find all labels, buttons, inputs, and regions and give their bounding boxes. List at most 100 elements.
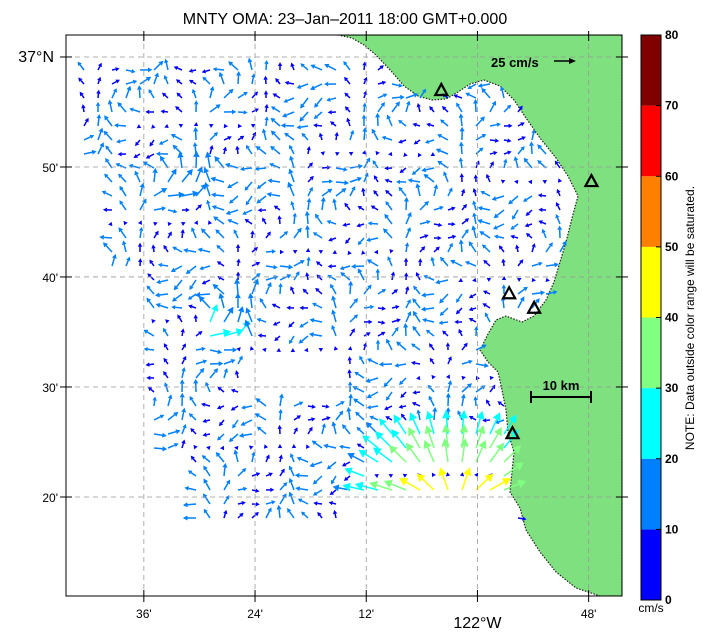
current-vector bbox=[391, 275, 394, 281]
current-arrowhead bbox=[326, 97, 331, 102]
current-vector bbox=[517, 148, 523, 155]
current-vector bbox=[272, 164, 281, 169]
current-vector bbox=[265, 234, 270, 239]
current-vector bbox=[307, 405, 313, 408]
current-arrowhead bbox=[451, 221, 456, 227]
current-vector bbox=[279, 458, 282, 463]
x-tick-label: 122°W bbox=[453, 615, 502, 632]
current-arrowhead bbox=[145, 154, 151, 159]
current-vector bbox=[430, 345, 435, 351]
current-arrowhead bbox=[357, 176, 363, 182]
y-tick-label: 30' bbox=[42, 381, 58, 395]
current-arrowhead bbox=[329, 490, 335, 496]
current-vector bbox=[223, 137, 229, 141]
current-arrowhead bbox=[266, 231, 271, 236]
current-vector bbox=[418, 106, 421, 113]
current-arrowhead bbox=[425, 329, 431, 334]
current-vector bbox=[539, 147, 547, 155]
current-vector bbox=[288, 511, 295, 519]
current-arrowhead bbox=[395, 101, 400, 107]
current-vector bbox=[125, 89, 130, 99]
current-arrowhead bbox=[450, 259, 456, 265]
current-arrowhead bbox=[271, 303, 277, 308]
current-arrowhead bbox=[342, 424, 347, 430]
station-triangle-icon bbox=[504, 424, 521, 440]
current-vector bbox=[371, 222, 379, 225]
current-arrowhead bbox=[191, 227, 196, 232]
current-arrowhead bbox=[272, 321, 278, 326]
current-vector bbox=[307, 190, 312, 197]
current-vector bbox=[106, 175, 113, 183]
current-arrowhead bbox=[178, 124, 184, 128]
current-arrowhead bbox=[407, 178, 413, 183]
current-arrowhead bbox=[320, 196, 326, 202]
current-arrowhead bbox=[296, 415, 302, 420]
current-arrowhead bbox=[463, 342, 468, 348]
current-vector bbox=[181, 411, 185, 421]
current-vector bbox=[433, 188, 437, 197]
current-arrowhead bbox=[498, 245, 504, 250]
current-arrowhead bbox=[176, 92, 181, 97]
current-vector bbox=[206, 385, 211, 393]
current-vector bbox=[191, 415, 197, 421]
current-arrowhead bbox=[312, 232, 318, 237]
current-vector bbox=[485, 261, 491, 267]
current-arrowhead bbox=[446, 374, 450, 379]
current-arrowhead bbox=[312, 491, 318, 496]
current-arrowhead bbox=[289, 453, 294, 458]
y-tick-label: 50' bbox=[42, 161, 58, 175]
current-arrowhead bbox=[477, 83, 483, 88]
current-arrowhead bbox=[193, 220, 199, 225]
current-arrowhead bbox=[344, 202, 349, 208]
current-arrowhead bbox=[482, 303, 488, 308]
current-arrowhead bbox=[243, 486, 248, 492]
current-arrowhead bbox=[313, 501, 318, 506]
current-vector bbox=[343, 265, 351, 269]
current-arrowhead bbox=[328, 237, 333, 242]
current-vector bbox=[251, 473, 257, 477]
current-arrowhead bbox=[172, 144, 178, 150]
current-arrowhead bbox=[353, 314, 359, 319]
current-arrowhead bbox=[373, 189, 378, 195]
current-vector bbox=[372, 417, 379, 421]
current-vector bbox=[314, 65, 323, 71]
current-arrowhead bbox=[445, 342, 451, 347]
current-vector bbox=[181, 427, 186, 435]
current-arrowhead bbox=[403, 196, 409, 202]
current-arrowhead bbox=[112, 88, 117, 93]
current-arrowhead bbox=[284, 80, 290, 86]
current-vector bbox=[317, 124, 323, 127]
current-arrowhead bbox=[250, 230, 255, 235]
current-vector bbox=[543, 232, 547, 239]
current-vector bbox=[258, 148, 267, 155]
current-arrowhead bbox=[265, 454, 270, 459]
current-arrowhead bbox=[283, 98, 288, 103]
current-vector bbox=[192, 458, 197, 463]
current-arrowhead bbox=[344, 180, 350, 186]
current-arrowhead bbox=[278, 454, 283, 459]
current-arrowhead bbox=[102, 242, 109, 248]
current-vector bbox=[153, 400, 156, 407]
current-arrowhead bbox=[463, 467, 472, 477]
current-arrowhead bbox=[327, 110, 332, 115]
current-vector bbox=[263, 220, 267, 225]
current-arrowhead bbox=[288, 264, 294, 270]
current-vector bbox=[293, 416, 299, 421]
current-arrowhead bbox=[174, 443, 179, 448]
current-arrowhead bbox=[334, 131, 339, 137]
current-arrowhead bbox=[234, 278, 241, 285]
current-arrowhead bbox=[521, 136, 526, 141]
current-vector bbox=[150, 92, 155, 99]
current-arrowhead bbox=[162, 327, 167, 333]
current-arrowhead bbox=[81, 104, 86, 109]
current-arrowhead bbox=[468, 294, 474, 299]
y-tick-label: 40' bbox=[42, 271, 58, 285]
current-arrowhead bbox=[455, 309, 461, 315]
current-arrowhead bbox=[309, 317, 315, 323]
current-arrowhead bbox=[429, 357, 434, 363]
current-arrowhead bbox=[338, 410, 344, 416]
current-vector bbox=[315, 304, 323, 309]
current-vector bbox=[405, 246, 408, 253]
current-vector bbox=[174, 265, 183, 271]
current-arrowhead bbox=[453, 94, 458, 99]
